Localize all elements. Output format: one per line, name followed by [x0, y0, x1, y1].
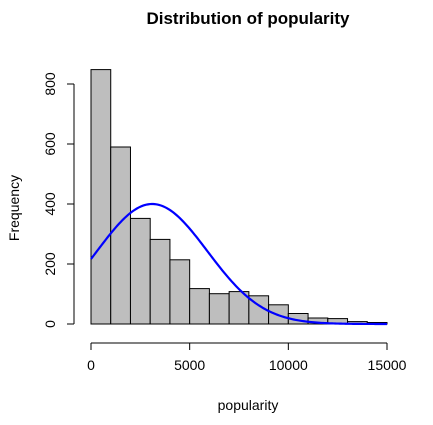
x-tick-label: 15000 [368, 357, 407, 373]
y-axis: 0 200 400 600 800 [42, 72, 75, 328]
histogram-bar [149, 238, 171, 325]
histogram-bar [110, 146, 131, 325]
chart-title: Distribution of popularity [146, 9, 350, 28]
histogram-bar [169, 259, 191, 325]
y-tick-label: 0 [42, 320, 58, 328]
x-tick-label: 0 [87, 357, 95, 373]
x-tick-label: 10000 [269, 357, 308, 373]
histogram-bar [189, 288, 210, 325]
bars-layer [90, 69, 388, 325]
x-axis: 0 5000 10000 15000 [87, 342, 407, 373]
y-tick-label: 400 [42, 192, 58, 216]
normal-curve-line [90, 202, 388, 326]
y-tick-label: 800 [42, 72, 58, 96]
x-tick-label: 5000 [174, 357, 205, 373]
x-axis-label: popularity [218, 397, 279, 413]
histogram-bar [129, 217, 151, 325]
y-tick-label: 200 [42, 252, 58, 276]
y-axis-label: Frequency [6, 175, 22, 241]
y-tick-label: 600 [42, 132, 58, 156]
histogram-bar [208, 293, 230, 325]
curve-layer [90, 202, 388, 326]
histogram-bar [90, 69, 112, 325]
